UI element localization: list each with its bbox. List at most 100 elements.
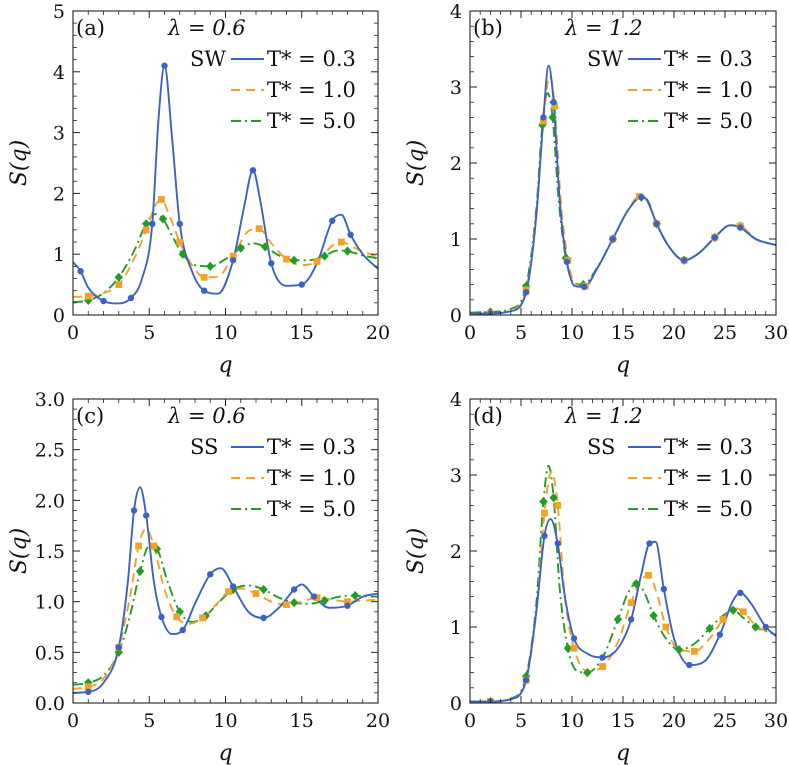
data-point-s2 (84, 683, 92, 691)
data-point-s1 (260, 614, 267, 622)
y-tick-label: 3 (450, 465, 462, 487)
x-tick-label: 10 (213, 710, 237, 732)
y-tick-label: 5 (53, 1, 65, 23)
y-tick-label: 4 (450, 1, 462, 23)
data-point-s2 (158, 196, 165, 203)
data-point-s2 (338, 238, 345, 246)
legend-label-2: T* = 1.0 (267, 466, 356, 490)
legend-label-1: T* = 0.3 (664, 435, 753, 459)
data-point-s1 (229, 583, 237, 590)
data-point-s2 (662, 623, 670, 631)
data-point-s3 (613, 614, 623, 624)
lambda-annotation: λ = 0.6 (167, 404, 246, 428)
data-point-s1 (646, 540, 653, 547)
x-tick-label: 25 (713, 322, 737, 344)
data-point-s2 (135, 542, 142, 550)
data-point-s2 (719, 616, 727, 623)
data-point-s3 (320, 596, 329, 606)
x-tick-label: 0 (464, 322, 476, 344)
lambda-annotation: λ = 0.6 (167, 16, 246, 40)
data-point-s2 (599, 663, 606, 670)
y-tick-label: 1.0 (35, 592, 65, 614)
data-point-s1 (310, 593, 318, 600)
data-point-s2 (627, 599, 635, 607)
data-point-s2 (252, 590, 260, 597)
data-point-s3 (751, 622, 760, 632)
y-tick-label: 2 (53, 183, 65, 205)
legend-label-2: T* = 1.0 (664, 78, 753, 102)
data-point-s3 (563, 643, 573, 653)
data-point-s1 (638, 194, 645, 201)
data-point-s1 (100, 297, 107, 305)
data-point-s3 (289, 598, 299, 608)
model-label: SW (190, 47, 226, 71)
x-tick-label: 15 (611, 710, 635, 732)
data-point-s3 (114, 272, 123, 282)
data-point-s3 (320, 251, 329, 261)
data-point-s3 (206, 261, 215, 271)
data-point-s1 (179, 626, 186, 634)
data-point-s1 (581, 283, 588, 291)
data-point-s1 (540, 114, 547, 121)
lambda-annotation: λ = 1.2 (564, 404, 643, 428)
data-point-s3 (632, 579, 641, 589)
plot-area (470, 464, 776, 703)
data-point-s2 (173, 613, 181, 621)
data-point-s1 (737, 589, 744, 596)
legend: T* = 0.3 T* = 1.0 T* = 5.0 (628, 435, 753, 521)
model-label: SW (587, 47, 623, 71)
data-point-s2 (551, 102, 559, 110)
data-point-s3 (135, 566, 145, 576)
x-tick-label: 5 (515, 710, 527, 732)
data-point-s1 (711, 234, 718, 241)
x-axis-label: q (218, 741, 232, 765)
plot-area (73, 62, 378, 306)
data-point-s2 (570, 644, 578, 652)
data-point-s1 (161, 62, 168, 69)
data-point-s1 (653, 220, 660, 227)
data-point-s1 (681, 257, 688, 264)
data-point-s1 (176, 220, 183, 227)
legend-label-3: T* = 5.0 (664, 497, 753, 521)
y-tick-label: 2 (450, 541, 462, 563)
series-line-3 (73, 544, 378, 686)
data-point-s2 (313, 258, 321, 265)
data-point-s1 (158, 613, 165, 621)
data-point-s1 (737, 224, 744, 231)
data-point-s2 (142, 226, 150, 234)
y-tick-label: 0 (53, 305, 65, 327)
data-point-s3 (539, 497, 548, 507)
data-point-s1 (290, 586, 298, 593)
data-point-s3 (259, 584, 268, 595)
data-point-s1 (522, 289, 530, 296)
data-point-s1 (554, 540, 561, 547)
data-point-s1 (298, 281, 305, 288)
lambda-annotation: λ = 1.2 (564, 16, 643, 40)
data-point-s1 (762, 623, 769, 631)
x-tick-label: 15 (611, 322, 635, 344)
data-point-s2 (150, 542, 158, 550)
data-point-s3 (583, 668, 592, 678)
data-point-s2 (344, 598, 351, 606)
data-point-s3 (236, 243, 245, 253)
data-point-s3 (649, 611, 658, 621)
y-tick-label: 0 (450, 305, 462, 327)
x-tick-label: 20 (366, 710, 390, 732)
x-axis-label: q (218, 353, 232, 378)
data-point-s3 (158, 214, 168, 224)
panel-4: 0 5 10 15 20 25 30 0 1 2 3 4 q S(q) (d) λ = 1.2 SS T* = 0… (404, 389, 788, 765)
panel-label: (c) (76, 404, 104, 428)
y-tick-label: 1.5 (35, 541, 65, 563)
panel-label: (d) (473, 404, 503, 428)
data-point-s2 (176, 238, 184, 246)
y-tick-label: 3 (53, 123, 65, 145)
legend: T* = 0.3 T* = 1.0 T* = 5.0 (628, 47, 753, 133)
series-line-2 (73, 527, 378, 690)
x-tick-label: 30 (764, 322, 788, 344)
y-tick-label: 4 (53, 62, 65, 84)
y-tick-label: 1 (53, 244, 65, 266)
x-tick-label: 20 (662, 322, 686, 344)
x-tick-label: 0 (67, 710, 79, 732)
